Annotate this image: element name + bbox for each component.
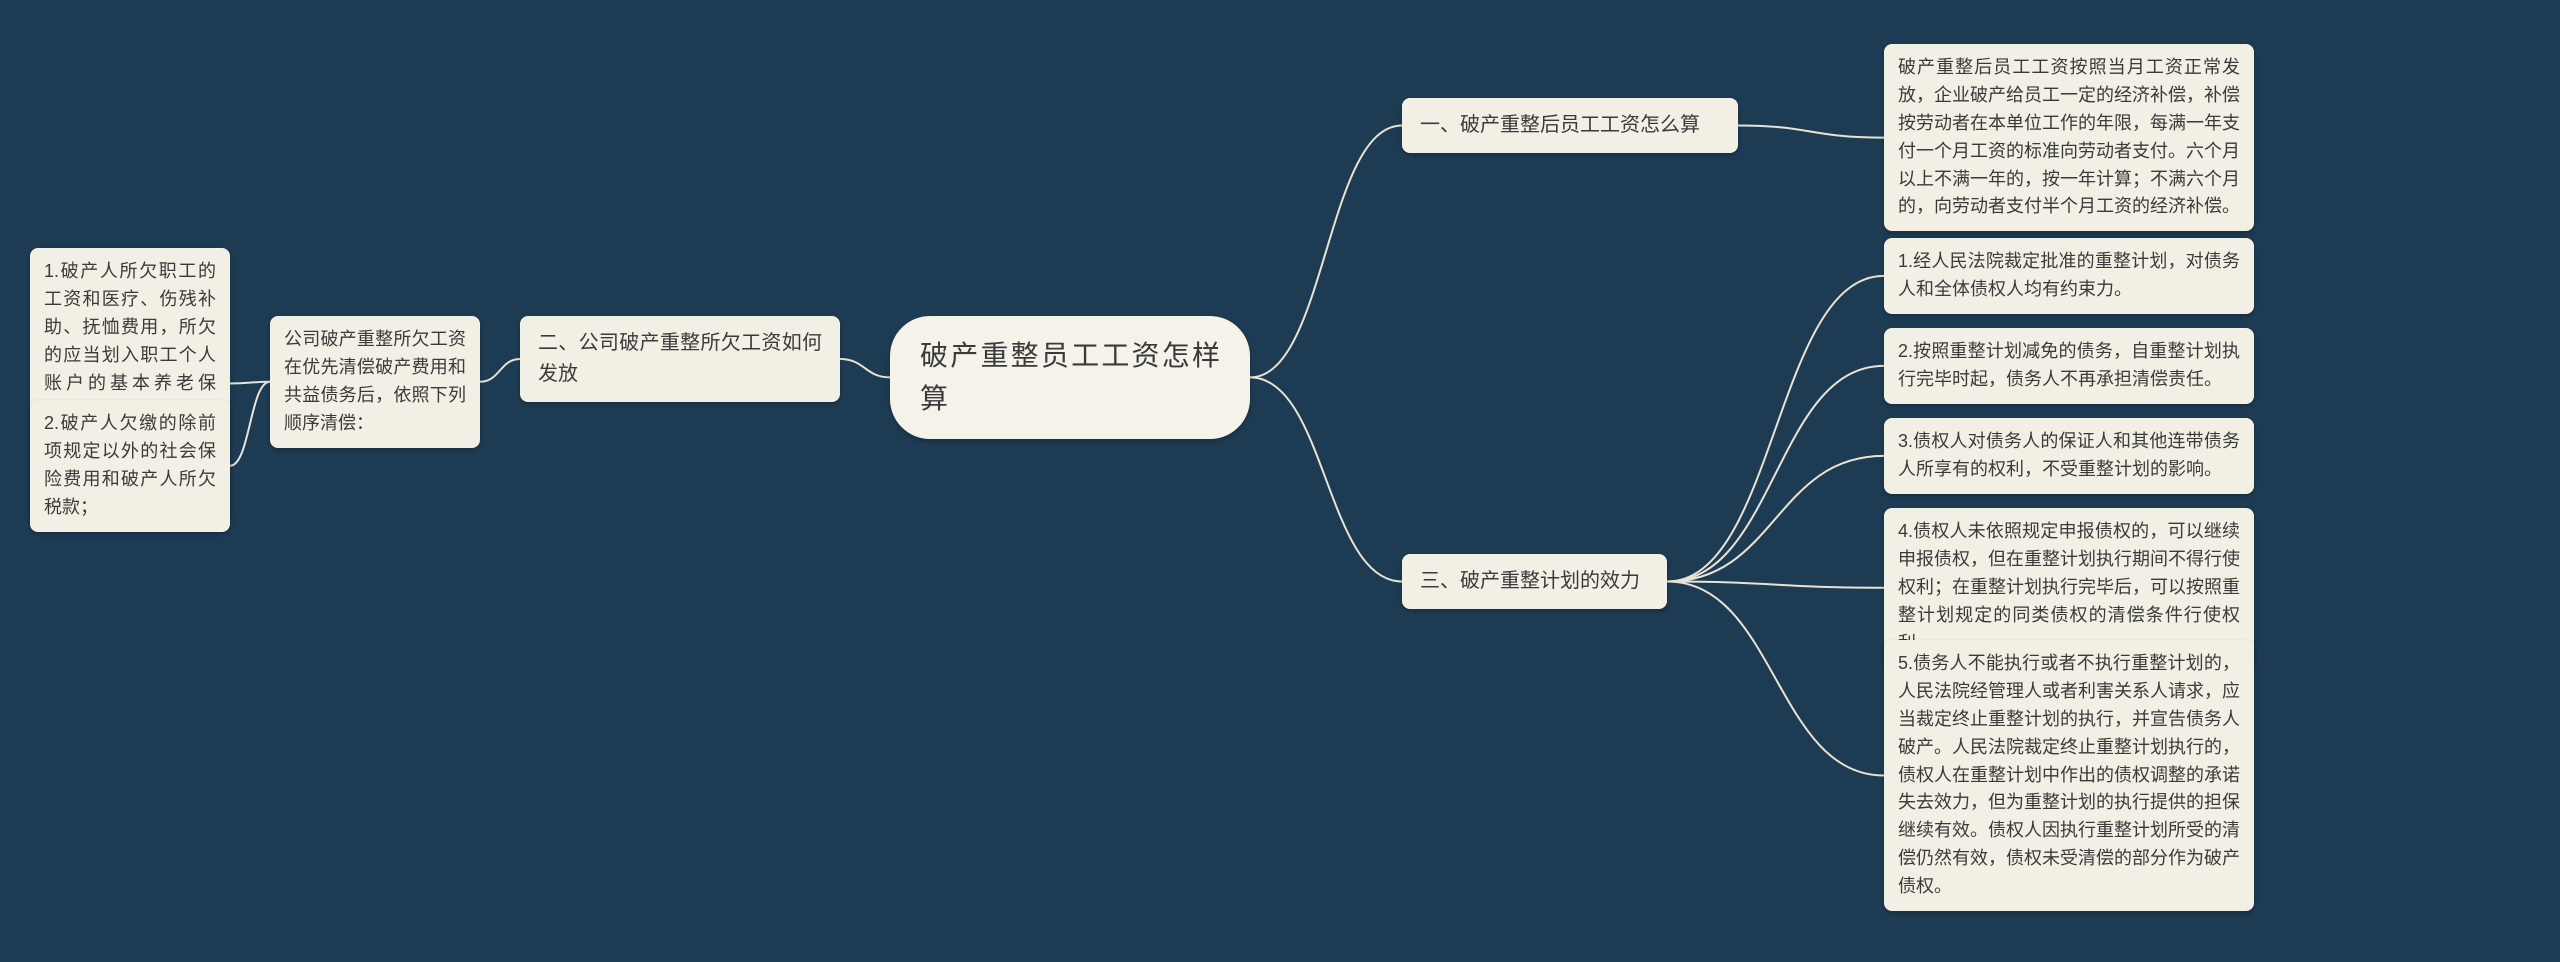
branch-3-leaf-3: 3.债权人对债务人的保证人和其他连带债务人所享有的权利，不受重整计划的影响。 [1884,418,2254,494]
branch-2-sub: 公司破产重整所欠工资在优先清偿破产费用和共益债务后，依照下列顺序清偿： [270,316,480,448]
branch-3: 三、破产重整计划的效力 [1402,554,1667,609]
mindmap-root: 破产重整员工工资怎样算 [890,316,1250,439]
branch-1-leaf-1: 破产重整后员工工资按照当月工资正常发放，企业破产给员工一定的经济补偿，补偿按劳动… [1884,44,2254,231]
branch-1: 一、破产重整后员工工资怎么算 [1402,98,1738,153]
branch-2-leaf-2: 2.破产人欠缴的除前项规定以外的社会保险费用和破产人所欠税款； [30,400,230,532]
branch-3-leaf-2: 2.按照重整计划减免的债务，自重整计划执行完毕时起，债务人不再承担清偿责任。 [1884,328,2254,404]
branch-3-leaf-1: 1.经人民法院裁定批准的重整计划，对债务人和全体债权人均有约束力。 [1884,238,2254,314]
branch-2: 二、公司破产重整所欠工资如何发放 [520,316,840,402]
branch-3-leaf-5: 5.债务人不能执行或者不执行重整计划的，人民法院经管理人或者利害关系人请求，应当… [1884,640,2254,911]
